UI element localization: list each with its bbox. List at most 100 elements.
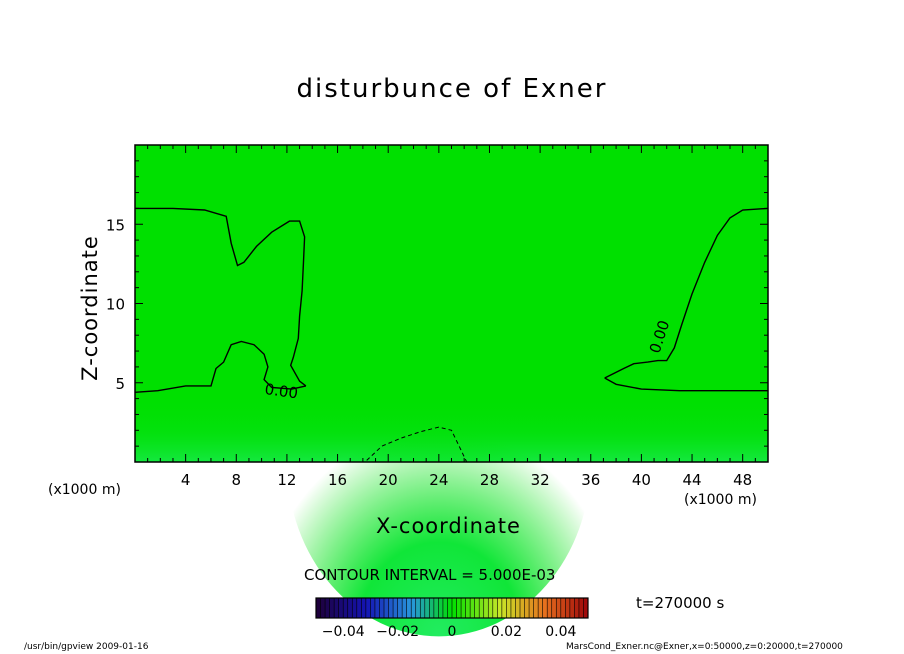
colorbar	[315, 597, 589, 619]
x-tick-label: 16	[328, 471, 347, 489]
colorbar-segment	[402, 598, 408, 618]
colorbar-segment	[501, 598, 507, 618]
contour-zero-left-lower	[134, 340, 307, 393]
colorbar-segment	[515, 598, 521, 618]
x-unit-right: (x1000 m)	[684, 492, 757, 508]
chart-title: disturbunce of Exner	[296, 74, 608, 104]
colorbar-segment	[411, 598, 417, 618]
x-unit-left: (x1000 m)	[48, 482, 121, 498]
colorbar-segment	[374, 598, 380, 618]
colorbar-segment	[529, 598, 535, 618]
colorbar-segment	[565, 598, 571, 618]
colorbar-segment	[474, 598, 480, 618]
colorbar-segment	[465, 598, 471, 618]
colorbar-segment	[329, 598, 335, 618]
colorbar-segment	[479, 598, 485, 618]
x-tick-label: 36	[581, 471, 600, 489]
y-tick-label: 10	[106, 296, 125, 314]
x-tick-label: 40	[632, 471, 651, 489]
x-tick-label: 44	[682, 471, 701, 489]
x-axis-label: X-coordinate	[376, 514, 521, 538]
colorbar-segment	[415, 598, 421, 618]
colorbar-segment	[338, 598, 344, 618]
colorbar-segment	[556, 598, 562, 618]
contour-lines: 0.000.00	[134, 207, 769, 463]
colorbar-tick-label: 0.04	[545, 624, 577, 640]
colorbar-frame	[315, 597, 589, 619]
colorbar-segment	[497, 598, 503, 618]
colorbar-segment	[533, 598, 539, 618]
y-axis-label: Z-coordinate	[78, 235, 102, 381]
colorbar-segment	[406, 598, 412, 618]
colorbar-segment	[397, 598, 403, 618]
x-tick-label: 20	[379, 471, 398, 489]
colorbar-segment	[442, 598, 448, 618]
colorbar-segment	[384, 598, 390, 618]
x-tick-label: 12	[277, 471, 296, 489]
contour-zero-right-upper	[604, 207, 769, 379]
x-tick-label: 48	[733, 471, 752, 489]
contour-interval: CONTOUR INTERVAL = 5.000E-03	[304, 566, 556, 584]
colorbar-segment	[334, 598, 340, 618]
colorbar-segment	[452, 598, 458, 618]
colorbar-tick-label: 0.02	[490, 624, 522, 640]
colorbar-segment	[560, 598, 566, 618]
colorbar-segment	[447, 598, 453, 618]
colorbar-segment	[524, 598, 530, 618]
colorbar-segment	[370, 598, 376, 618]
contour-zero-right-lower	[604, 377, 768, 392]
x-tick-label: 4	[181, 471, 191, 489]
x-tick-label: 32	[531, 471, 550, 489]
colorbar-segment	[578, 598, 584, 618]
colorbar-tick-label: −0.04	[321, 624, 365, 640]
colorbar-segment	[325, 598, 331, 618]
colorbar-tick-label: 0	[447, 624, 457, 640]
colorbar-segment	[343, 598, 349, 618]
colorbar-segment	[470, 598, 476, 618]
colorbar-segment	[551, 598, 557, 618]
colorbar-segment	[483, 598, 489, 618]
colorbar-segment	[569, 598, 575, 618]
colorbar-segment	[320, 598, 326, 618]
colorbar-segment	[520, 598, 526, 618]
colorbar-segment	[429, 598, 435, 618]
x-tick-label: 28	[480, 471, 499, 489]
colorbar-segment	[506, 598, 512, 618]
footer-left: /usr/bin/gpview 2009-01-16	[24, 642, 149, 652]
contour-label: 0.00	[264, 380, 300, 402]
colorbar-segment	[492, 598, 498, 618]
colorbar-segment	[424, 598, 430, 618]
colorbar-segment	[438, 598, 444, 618]
colorbar-segment	[316, 598, 322, 618]
colorbar-segment	[361, 598, 367, 618]
colorbar-segment	[461, 598, 467, 618]
colorbar-segment	[347, 598, 353, 618]
colorbar-segment	[574, 598, 580, 618]
colorbar-segment	[510, 598, 516, 618]
colorbar-segment	[420, 598, 426, 618]
colorbar-segment	[356, 598, 362, 618]
y-tick-label: 5	[115, 375, 125, 393]
colorbar-segment	[488, 598, 494, 618]
colorbar-segment	[583, 598, 589, 618]
colorbar-segment	[365, 598, 371, 618]
y-tick-label: 15	[106, 216, 125, 234]
colorbar-tick-label: −0.02	[376, 624, 420, 640]
colorbar-segment	[538, 598, 544, 618]
colorbar-segment	[393, 598, 399, 618]
colorbar-segment	[547, 598, 553, 618]
colorbar-segment	[379, 598, 385, 618]
x-tick-label: 24	[429, 471, 448, 489]
contour-zero-left-upper	[135, 207, 307, 387]
x-tick-label: 8	[232, 471, 242, 489]
colorbar-segment	[388, 598, 394, 618]
colorbar-segment	[542, 598, 548, 618]
colorbar-segment	[433, 598, 439, 618]
footer-right: MarsCond_Exner.nc@Exner,x=0:50000,z=0:20…	[566, 642, 843, 652]
contour-negative-dashed	[366, 426, 468, 463]
colorbar-segment	[456, 598, 462, 618]
time-label: t=270000 s	[636, 594, 725, 612]
